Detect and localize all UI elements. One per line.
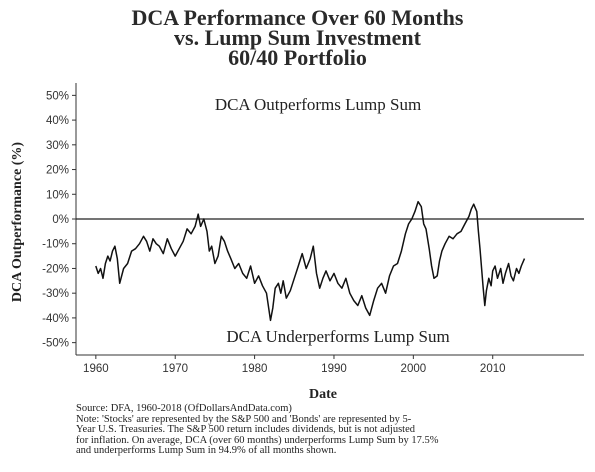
y-tick-label: 20% (46, 165, 69, 177)
note-line-1: Note: 'Stocks' are represented by the S&… (76, 413, 412, 425)
y-tick-label: -40% (42, 313, 69, 325)
x-tick-label: 1960 (83, 363, 109, 375)
y-tick-label: -20% (42, 263, 69, 275)
chart-plot: 50% 40% 30% 20% 10% 0% -10% -20% -30% -40% -50% 19… (10, 83, 584, 400)
note-line-2: Year U.S. Treasuries. The S&P 500 return… (76, 424, 416, 436)
y-tick-label: -50% (42, 338, 69, 350)
y-tick-label: 30% (46, 140, 69, 152)
x-axis: 1960 1970 1980 1990 2000 2010 (76, 354, 584, 375)
x-tick-label: 2000 (401, 363, 427, 375)
y-tick-label: 50% (46, 90, 69, 102)
chart-title-line-2: vs. Lump Sum Investment (174, 25, 421, 50)
y-tick-label: 10% (46, 189, 69, 201)
x-tick-label: 1970 (162, 363, 188, 375)
annotation-outperforms: DCA Outperforms Lump Sum (215, 95, 421, 114)
source-text: Source: DFA, 1960-2018 (OfDollarsAndData… (76, 403, 292, 414)
x-axis-label: Date (309, 387, 337, 400)
series-line (95, 200, 526, 322)
x-tick-label: 1990 (321, 363, 347, 375)
note-line-3: for inflation. On average, DCA (over 60 … (76, 434, 439, 446)
x-tick-label: 2010 (480, 363, 506, 375)
footnote: Source: DFA, 1960-2018 (OfDollarsAndData… (76, 403, 576, 457)
y-tick-label: 0% (52, 214, 69, 226)
y-tick-label: -10% (42, 239, 69, 251)
y-tick-label: -30% (42, 288, 69, 300)
annotation-underperforms: DCA Underperforms Lump Sum (226, 327, 449, 346)
y-axis: 50% 40% 30% 20% 10% 0% -10% -20% -30% -40% -50% (42, 83, 77, 355)
y-axis-label: DCA Outperformance (%) (10, 142, 25, 303)
chart-title-line-3: 60/40 Portfolio (228, 45, 367, 70)
note-line-4: and underperforms Lump Sum in 94.9% of a… (76, 445, 337, 457)
y-tick-label: 40% (46, 115, 69, 127)
chart-title-line-1: DCA Performance Over 60 Months (131, 5, 464, 30)
x-tick-label: 1980 (242, 363, 268, 375)
